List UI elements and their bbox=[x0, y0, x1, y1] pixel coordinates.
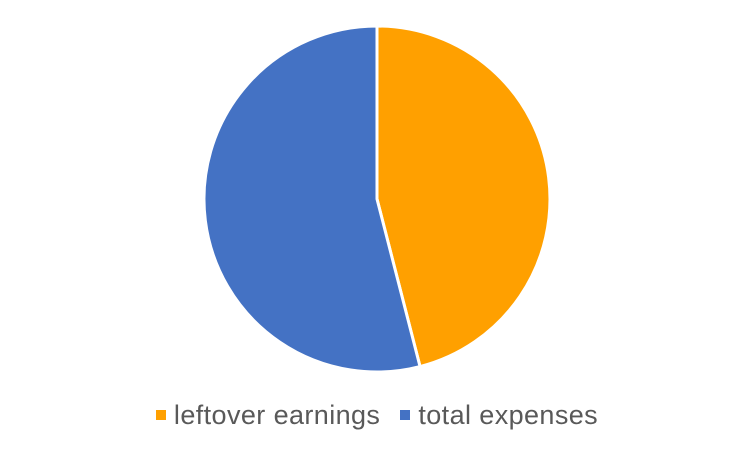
legend-item-total-expenses: total expenses bbox=[400, 400, 598, 431]
legend-label-leftover-earnings: leftover earnings bbox=[173, 399, 381, 430]
legend-swatch-leftover-earnings bbox=[155, 410, 166, 420]
pie-slice-leftover-earnings bbox=[375, 24, 552, 369]
legend-item-leftover-earnings: leftover earnings bbox=[155, 399, 381, 431]
pie-slice-total-expenses bbox=[202, 24, 422, 374]
legend-swatch-total-expenses bbox=[400, 410, 411, 420]
legend-label-total-expenses: total expenses bbox=[418, 399, 599, 430]
chart-legend: leftover earnings total expenses bbox=[0, 398, 754, 432]
